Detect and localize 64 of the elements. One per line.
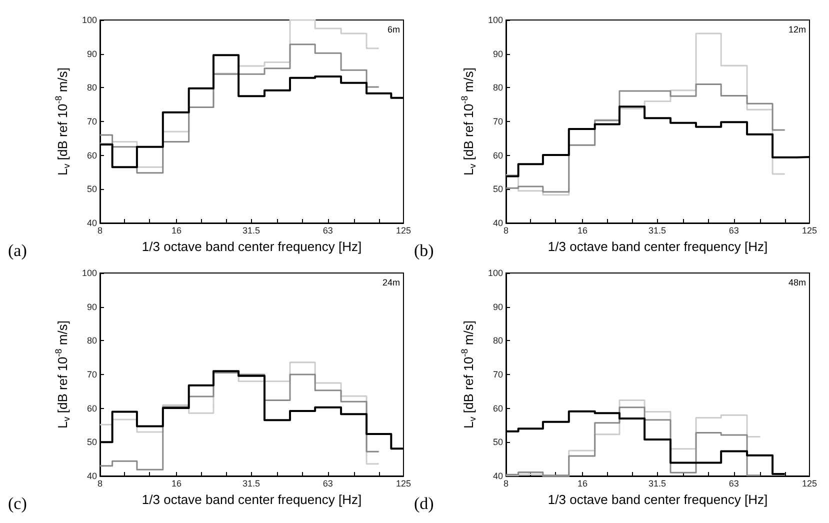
x-tick-label: 16 [578,478,588,488]
y-tick-label: 80 [86,336,97,346]
x-tick-label: 125 [396,226,412,236]
x-tick-label: 8 [97,226,103,236]
x-tick-label: 125 [802,226,818,236]
y-tick-label: 70 [492,116,503,126]
y-tick-label: 40 [492,218,503,228]
y-tick-label: 100 [488,15,503,25]
y-tick-label: 90 [492,302,503,312]
y-axis-title: Lv [dB ref 10-8 m/s] [460,68,478,176]
y-tick-label: 50 [492,437,503,448]
y-tick-label: 40 [492,471,503,481]
y-tick-label: 40 [86,471,97,481]
y-tick-label: 90 [86,48,97,59]
y-tick-label: 90 [492,48,503,59]
y-tick-label: 70 [492,370,503,380]
y-tick-label: 80 [492,82,503,93]
x-tick-label: 16 [578,226,588,236]
text: (c) [8,494,27,513]
y-tick-label: 80 [86,82,97,93]
x-tick-label: 125 [802,478,818,488]
text: (a) [8,241,27,260]
x-tick-label: 16 [172,478,182,488]
annotation: 12m [788,24,806,34]
text: (d) [414,494,434,513]
x-tick-label: 16 [172,226,182,236]
y-tick-label: 50 [86,184,97,194]
x-tick-label: 31.5 [648,226,666,236]
x-axis-title: 1/3 octave band center frequency [Hz] [548,239,768,254]
x-axis-title: 1/3 octave band center frequency [Hz] [548,492,768,507]
x-axis-title: 1/3 octave band center frequency [Hz] [142,492,362,507]
y-axis-title: Lv [dB ref 10-8 m/s] [54,68,72,176]
y-tick-label: 60 [492,403,503,414]
y-axis-title: Lv [dB ref 10-8 m/s] [460,320,478,428]
y-tick-label: 50 [86,437,97,448]
x-tick-label: 31.5 [242,478,260,488]
text: (b) [414,241,434,260]
y-tick-label: 40 [86,218,97,228]
y-axis-title: Lv [dB ref 10-8 m/s] [54,320,72,428]
x-tick-label: 8 [97,478,103,488]
x-tick-label: 63 [728,226,739,236]
y-tick-label: 60 [492,150,503,160]
x-tick-label: 63 [322,226,333,236]
x-axis-title: 1/3 octave band center frequency [Hz] [142,239,362,254]
y-tick-label: 50 [492,184,503,194]
annotation: 48m [788,278,806,288]
y-tick-label: 80 [492,336,503,346]
y-tick-label: 100 [82,268,97,278]
x-tick-label: 31.5 [242,226,260,236]
annotation: 24m [382,278,400,288]
x-tick-label: 63 [322,478,333,488]
y-tick-label: 90 [86,302,97,312]
y-tick-label: 100 [82,15,97,25]
x-tick-label: 8 [503,226,509,236]
x-tick-label: 63 [728,478,739,488]
y-tick-label: 60 [86,403,97,414]
x-tick-label: 31.5 [648,478,666,488]
annotation: 6m [388,24,400,34]
x-tick-label: 125 [396,478,412,488]
y-tick-label: 70 [86,370,97,380]
y-tick-label: 70 [86,116,97,126]
x-tick-label: 8 [503,478,509,488]
y-tick-label: 100 [488,268,503,278]
y-tick-label: 60 [86,150,97,160]
